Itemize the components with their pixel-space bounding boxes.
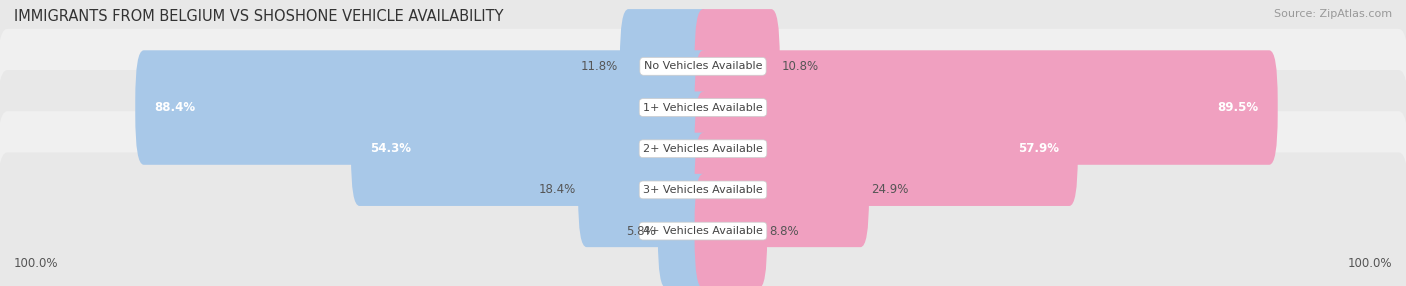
Text: 3+ Vehicles Available: 3+ Vehicles Available (643, 185, 763, 195)
FancyBboxPatch shape (695, 174, 768, 286)
FancyBboxPatch shape (658, 174, 711, 286)
Text: 100.0%: 100.0% (14, 257, 59, 270)
Text: No Vehicles Available: No Vehicles Available (644, 61, 762, 71)
Text: 4+ Vehicles Available: 4+ Vehicles Available (643, 226, 763, 236)
FancyBboxPatch shape (695, 133, 869, 247)
FancyBboxPatch shape (695, 9, 780, 124)
FancyBboxPatch shape (695, 50, 1278, 165)
Text: 57.9%: 57.9% (1018, 142, 1059, 155)
Text: Source: ZipAtlas.com: Source: ZipAtlas.com (1274, 9, 1392, 19)
FancyBboxPatch shape (695, 92, 1078, 206)
Text: 54.3%: 54.3% (370, 142, 411, 155)
FancyBboxPatch shape (135, 50, 711, 165)
FancyBboxPatch shape (352, 92, 711, 206)
FancyBboxPatch shape (0, 0, 1406, 145)
Text: 18.4%: 18.4% (538, 183, 576, 196)
FancyBboxPatch shape (578, 133, 711, 247)
Text: 8.8%: 8.8% (769, 225, 799, 238)
Text: 100.0%: 100.0% (1347, 257, 1392, 270)
Text: 10.8%: 10.8% (782, 60, 820, 73)
FancyBboxPatch shape (0, 70, 1406, 227)
FancyBboxPatch shape (620, 9, 711, 124)
Text: 24.9%: 24.9% (872, 183, 908, 196)
Text: 1+ Vehicles Available: 1+ Vehicles Available (643, 103, 763, 112)
Text: 2+ Vehicles Available: 2+ Vehicles Available (643, 144, 763, 154)
Text: 89.5%: 89.5% (1218, 101, 1258, 114)
FancyBboxPatch shape (0, 152, 1406, 286)
FancyBboxPatch shape (0, 111, 1406, 269)
Text: IMMIGRANTS FROM BELGIUM VS SHOSHONE VEHICLE AVAILABILITY: IMMIGRANTS FROM BELGIUM VS SHOSHONE VEHI… (14, 9, 503, 23)
Text: 88.4%: 88.4% (155, 101, 195, 114)
FancyBboxPatch shape (0, 29, 1406, 186)
Text: 5.8%: 5.8% (626, 225, 655, 238)
Text: 11.8%: 11.8% (581, 60, 617, 73)
